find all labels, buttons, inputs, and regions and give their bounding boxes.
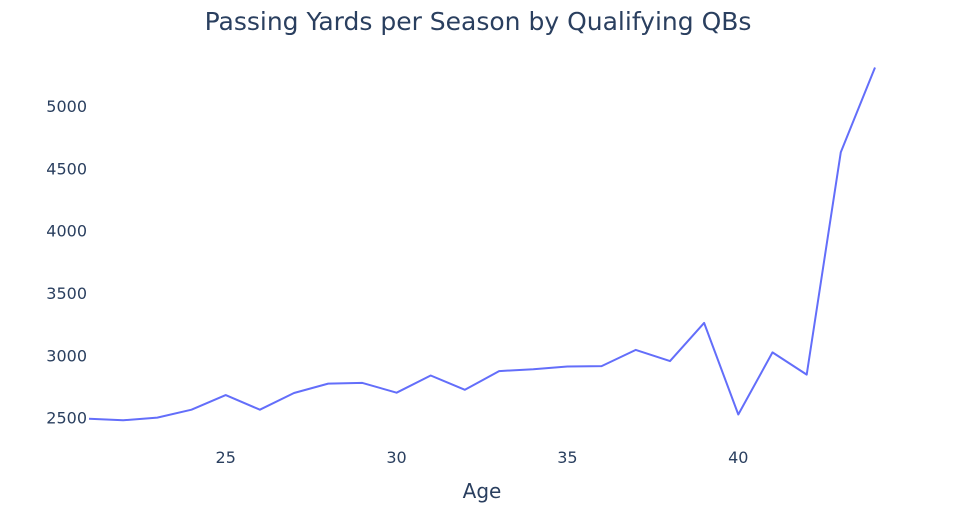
x-tick-label: 40	[728, 448, 748, 467]
series-line	[88, 67, 876, 422]
y-tick-label: 4500	[46, 159, 87, 178]
x-tick-label: 35	[557, 448, 577, 467]
chart-title: Passing Yards per Season by Qualifying Q…	[205, 7, 752, 36]
y-tick-label: 3000	[46, 346, 87, 365]
x-tick-label: 25	[216, 448, 236, 467]
x-tick-label: 30	[386, 448, 406, 467]
y-tick-label: 2500	[46, 409, 87, 428]
x-axis-title: Age	[463, 479, 502, 503]
x-axis-ticks: 25 30 35 40	[216, 448, 749, 467]
plot-area	[88, 67, 876, 422]
y-tick-label: 3500	[46, 284, 87, 303]
y-tick-label: 5000	[46, 97, 87, 116]
y-tick-label: 4000	[46, 222, 87, 241]
y-axis-ticks: 2500 3000 3500 4000 4500 5000	[46, 97, 87, 427]
